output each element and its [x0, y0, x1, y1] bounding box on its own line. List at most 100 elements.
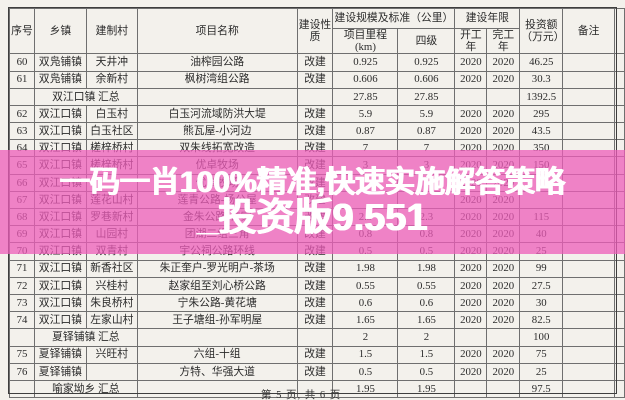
cell-grade4: 1.5 [397, 345, 456, 364]
cell-grade4: 0.606 [397, 70, 456, 89]
cell-investment: 150 [519, 156, 564, 175]
cell-remark [562, 345, 615, 364]
cell-start-year: 2020 [454, 53, 488, 72]
cell-end-year: 2020 [486, 207, 521, 227]
edge-bleed-cell [613, 311, 625, 330]
cell-grade4: 1.95 [397, 379, 456, 399]
header-end-year: 完工年 [486, 27, 521, 55]
edge-bleed-cell [613, 362, 625, 381]
cell-mileage: 1.5 [332, 345, 399, 364]
cell-no: 64 [9, 139, 35, 158]
cell-investment: 40 [519, 225, 564, 244]
cell-town: 双江口镇 [33, 311, 87, 330]
table-row: 64 双江口镇 槎梓桥村 双朱线拓宽改造 改建 7 7 2020 2020 350 [9, 139, 625, 158]
cell-no: 75 [9, 345, 35, 364]
edge-bleed-cell [613, 53, 625, 72]
edge-bleed-cell [613, 70, 625, 89]
cell-no: 69 [9, 225, 35, 244]
cell-nature: 改建 [296, 190, 334, 210]
cell-no: 72 [9, 276, 35, 295]
cell-end-year: 2020 [486, 190, 521, 210]
header-remark: 备注 [562, 7, 615, 55]
cell-grade4: 2.3 [397, 207, 456, 227]
header-mileage: 项目里程 (km) [332, 27, 399, 55]
edge-bleed-cell [613, 156, 625, 175]
cell-start-year [454, 379, 488, 399]
cell-town: 双江口镇 [33, 156, 87, 175]
cell-nature: 改建 [296, 53, 334, 72]
table-row: 76 夏铎铺镇 方特、华强大道 改建 0.5 0.5 2020 2020 25 [9, 362, 625, 381]
cell-town: 双凫铺镇 [33, 53, 87, 72]
cell-end-year [486, 379, 521, 399]
cell-town: 双江口镇 [33, 173, 87, 192]
summary-row: 双江口镇 汇总 27.85 27.85 1392.5 [9, 87, 625, 106]
edge-bleed-cell [613, 293, 625, 313]
cell-mileage: 2.3 [332, 207, 399, 227]
cell-no: 65 [9, 156, 35, 175]
cell-mileage: 0.606 [332, 70, 399, 89]
table-row: 72 双江口镇 兴桂村 赵家组至刘心桥公路 改建 0.55 0.55 2020 2020 27.5 [9, 276, 625, 295]
cell-end-year: 2020 [486, 242, 521, 261]
cell-start-year: 2020 [454, 190, 488, 210]
cell-village: 双青村 [85, 242, 138, 261]
cell-start-year [454, 87, 488, 106]
cell-summary-label: 夏铎铺镇 汇总 [33, 328, 138, 347]
cell-project: 宁朱公路-黄花塘 [136, 293, 298, 313]
cell-town: 双江口镇 [33, 190, 87, 210]
cell-village [85, 362, 138, 381]
cell-no [9, 379, 35, 399]
cell-end-year: 2020 [486, 53, 521, 72]
cell-end-year: 2020 [486, 104, 521, 124]
page-footer: 第 5 页, 共 6 页 [261, 390, 342, 400]
cell-grade4: 3 [397, 156, 456, 175]
cell-start-year: 2020 [454, 122, 488, 141]
cell-mileage: 0.55 [332, 276, 399, 295]
cell-investment: 97.5 [519, 379, 564, 399]
cell-village: 山园村 [85, 225, 138, 244]
cell-project: 团湖二组三角 [136, 225, 298, 244]
table-row: 73 双江口镇 朱良桥村 宁朱公路-黄花塘 改建 0.6 0.6 2020 2020 30 [9, 293, 625, 313]
cell-no: 76 [9, 362, 35, 381]
edge-bleed-cell [613, 259, 625, 278]
cell-nature: 改建 [296, 207, 334, 227]
cell-investment: 46.25 [519, 53, 564, 72]
cell-project: 枫树湾组公路 [136, 70, 298, 89]
cell-end-year: 2020 [486, 173, 521, 192]
table-row: 69 双江口镇 山园村 团湖二组三角 改建 0.8 0.8 2020 2020 40 [9, 225, 625, 244]
cell-end-year: 2020 [486, 293, 521, 313]
cell-investment: 1392.5 [519, 87, 564, 106]
cell-village: 兴桂村 [85, 276, 138, 295]
cell-project: 六组-十组 [136, 345, 298, 364]
cell-nature [296, 87, 334, 106]
cell-start-year: 2020 [454, 259, 488, 278]
cell-start-year: 2020 [454, 173, 488, 192]
cell-village: 兴旺村 [85, 345, 138, 364]
cell-town: 双江口镇 [33, 225, 87, 244]
cell-mileage: 5.9 [332, 104, 399, 124]
header-row-1: 序号 乡镇 建制村 项目名称 建设性质 建设规模及标准（公里） 建设年限 投资额… [9, 7, 625, 55]
cell-start-year: 2020 [454, 225, 488, 244]
cell-investment: 27.5 [519, 276, 564, 295]
header-town: 乡镇 [33, 7, 87, 55]
cell-grade4: 1.98 [397, 259, 456, 278]
table-row: 65 双江口镇 槎梓桥村 优卓牧场 改建 3 3 2020 2020 150 [9, 156, 625, 175]
cell-project: 朱正奎户-罗光明户-茶场 [136, 259, 298, 278]
cell-mileage [332, 173, 399, 192]
table-row: 60 双凫铺镇 天井冲 油榨园公路 改建 0.925 0.925 2020 2020 46.25 [9, 53, 625, 72]
cell-start-year: 2020 [454, 311, 488, 330]
cell-end-year: 2020 [486, 139, 521, 158]
cell-remark [562, 362, 615, 381]
cell-investment: 25 [519, 242, 564, 261]
cell-no: 73 [9, 293, 35, 313]
edge-bleed-cell [613, 122, 625, 141]
edge-bleed-cell [613, 225, 625, 244]
cell-project: 优卓牧场 [136, 156, 298, 175]
cell-start-year: 2020 [454, 207, 488, 227]
cell-no: 74 [9, 311, 35, 330]
cell-nature: 改建 [296, 122, 334, 141]
cell-town: 双凫铺镇 [33, 70, 87, 89]
cell-no: 63 [9, 122, 35, 141]
cell-no: 68 [9, 207, 35, 227]
cell-nature: 改建 [296, 156, 334, 175]
cell-no: 60 [9, 53, 35, 72]
